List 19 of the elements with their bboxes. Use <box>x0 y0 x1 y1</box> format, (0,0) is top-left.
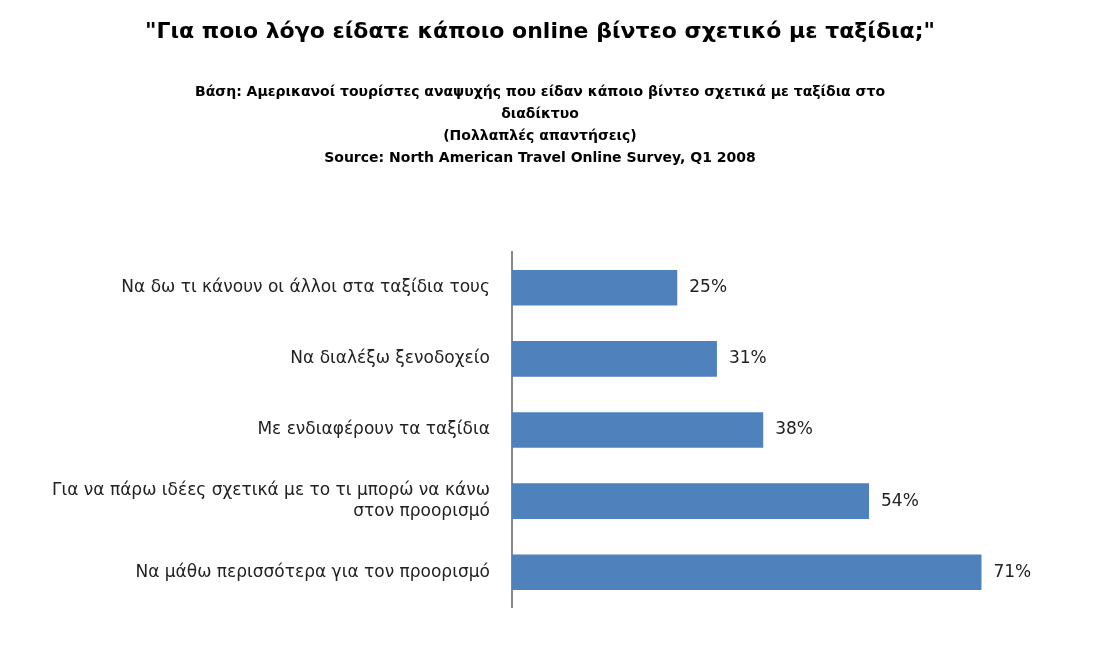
bar <box>511 341 717 377</box>
data-label: 25% <box>689 276 728 297</box>
bar <box>511 554 982 591</box>
data-label: 54% <box>881 489 919 510</box>
bar <box>511 483 870 519</box>
text: (Πολλαπλές απαντήσεις) <box>442 126 638 145</box>
chart-title: "Για ποιο λόγο είδατε κάποιο online βίντεο σχετικό με ταξίδια;" <box>144 18 936 43</box>
data-label: 38% <box>775 418 814 439</box>
y-tick-label: Για να πάρω ιδέες σχετικά με το τι μπορώ να κάνω στον προορισμό <box>51 479 490 520</box>
y-tick-label: Να μάθω περισσότερα για τον προορισμό <box>135 560 490 581</box>
bar <box>511 412 764 448</box>
data-label: 71% <box>993 560 1032 581</box>
y-tick-label: Να δω τι κάνουν οι άλλοι στα ταξίδια τους <box>121 276 490 297</box>
chart-subtitle: Βάση: Αμερικανοί τουρίστες αναψυχής που είδαν κάποιο βίντεο σχετικά με ταξίδια στο διαδίκτυο <box>193 82 887 123</box>
bar <box>511 269 678 306</box>
data-label: 31% <box>728 347 767 368</box>
y-tick-label: Να διαλέξω ξενοδοχείο <box>290 347 490 368</box>
y-tick-label: Με ενδιαφέρουν τα ταξίδια <box>257 418 490 439</box>
source-note: Source: North American Travel Online Survey, Q1 2008 <box>323 148 757 167</box>
